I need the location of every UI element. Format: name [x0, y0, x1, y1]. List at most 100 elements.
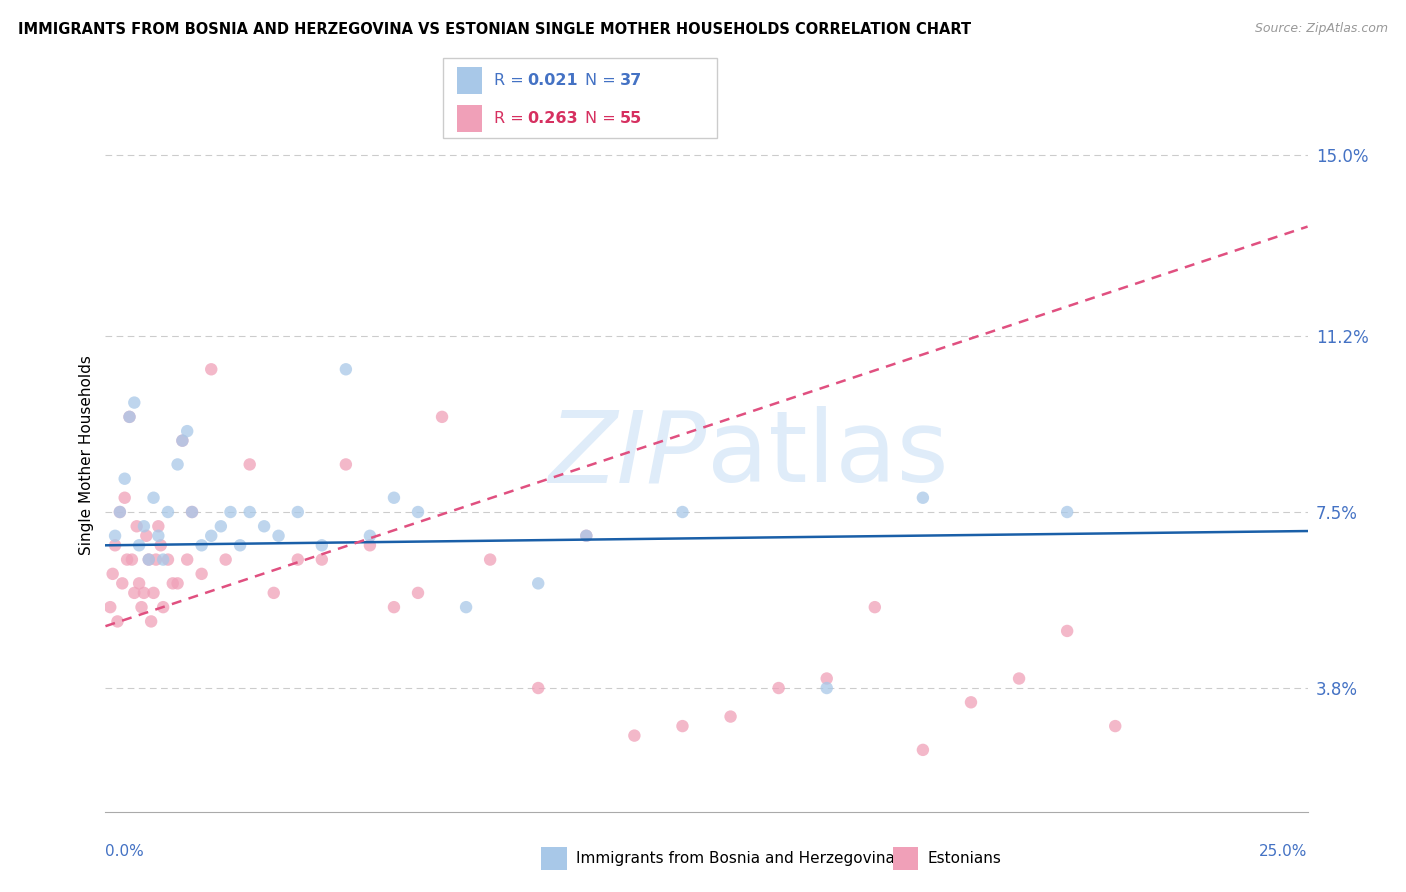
Point — [219, 505, 242, 519]
Point — [911, 743, 934, 757]
Point — [1056, 505, 1078, 519]
Point — [132, 519, 155, 533]
Point — [815, 672, 838, 686]
Point — [98, 600, 121, 615]
Point — [128, 538, 150, 552]
Point — [108, 505, 131, 519]
Point — [359, 538, 381, 552]
Point — [239, 505, 262, 519]
Point — [382, 600, 405, 615]
Text: R =: R = — [494, 111, 529, 126]
Point — [138, 552, 160, 566]
Point — [768, 681, 790, 695]
Point — [124, 395, 146, 409]
Point — [671, 505, 693, 519]
Point — [176, 424, 198, 438]
Point — [239, 458, 262, 472]
Point — [454, 600, 477, 615]
Text: atlas: atlas — [707, 407, 948, 503]
Text: N =: N = — [585, 73, 621, 88]
Point — [118, 409, 141, 424]
Text: Estonians: Estonians — [928, 851, 1002, 865]
Point — [142, 586, 165, 600]
Point — [152, 600, 174, 615]
Point — [1104, 719, 1126, 733]
Point — [190, 566, 212, 581]
Point — [135, 529, 157, 543]
Point — [406, 505, 429, 519]
Point — [263, 586, 285, 600]
Point — [138, 552, 160, 566]
Point — [156, 505, 179, 519]
Point — [267, 529, 290, 543]
Text: 0.0%: 0.0% — [105, 845, 145, 859]
Point — [104, 538, 127, 552]
Point — [118, 409, 141, 424]
Text: 37: 37 — [620, 73, 643, 88]
Point — [911, 491, 934, 505]
Point — [960, 695, 983, 709]
Point — [101, 566, 124, 581]
Point — [200, 529, 222, 543]
Point — [479, 552, 502, 566]
Text: Immigrants from Bosnia and Herzegovina: Immigrants from Bosnia and Herzegovina — [576, 851, 896, 865]
Point — [148, 519, 170, 533]
Text: ZIP: ZIP — [548, 407, 707, 503]
Point — [406, 586, 429, 600]
Point — [108, 505, 131, 519]
Point — [166, 458, 188, 472]
Point — [132, 586, 155, 600]
Point — [623, 729, 645, 743]
Point — [131, 600, 153, 615]
Text: N =: N = — [585, 111, 621, 126]
Point — [104, 529, 127, 543]
Point — [115, 552, 138, 566]
Point — [1008, 672, 1031, 686]
Point — [172, 434, 194, 448]
Point — [720, 709, 742, 723]
Point — [229, 538, 252, 552]
Point — [311, 552, 333, 566]
Point — [200, 362, 222, 376]
Point — [575, 529, 598, 543]
Text: 0.263: 0.263 — [527, 111, 578, 126]
Point — [149, 538, 172, 552]
Point — [287, 552, 309, 566]
Point — [124, 586, 146, 600]
Point — [527, 576, 550, 591]
Point — [121, 552, 143, 566]
Point — [176, 552, 198, 566]
Text: IMMIGRANTS FROM BOSNIA AND HERZEGOVINA VS ESTONIAN SINGLE MOTHER HOUSEHOLDS CORR: IMMIGRANTS FROM BOSNIA AND HERZEGOVINA V… — [18, 22, 972, 37]
Point — [142, 491, 165, 505]
Point — [253, 519, 276, 533]
Point — [287, 505, 309, 519]
Point — [152, 552, 174, 566]
Point — [139, 615, 162, 629]
Point — [335, 362, 357, 376]
Text: 55: 55 — [620, 111, 643, 126]
Point — [107, 615, 129, 629]
Point — [815, 681, 838, 695]
Point — [162, 576, 184, 591]
Point — [114, 472, 136, 486]
Point — [156, 552, 179, 566]
Point — [111, 576, 134, 591]
Point — [1056, 624, 1078, 638]
Text: 0.021: 0.021 — [527, 73, 578, 88]
Point — [148, 529, 170, 543]
Point — [172, 434, 194, 448]
Text: Source: ZipAtlas.com: Source: ZipAtlas.com — [1254, 22, 1388, 36]
Y-axis label: Single Mother Households: Single Mother Households — [79, 355, 94, 555]
Text: R =: R = — [494, 73, 529, 88]
Point — [125, 519, 148, 533]
Point — [527, 681, 550, 695]
Point — [382, 491, 405, 505]
Point — [209, 519, 232, 533]
Point — [214, 552, 236, 566]
Point — [114, 491, 136, 505]
Point — [166, 576, 188, 591]
Point — [430, 409, 453, 424]
Point — [181, 505, 204, 519]
Point — [145, 552, 167, 566]
Point — [311, 538, 333, 552]
